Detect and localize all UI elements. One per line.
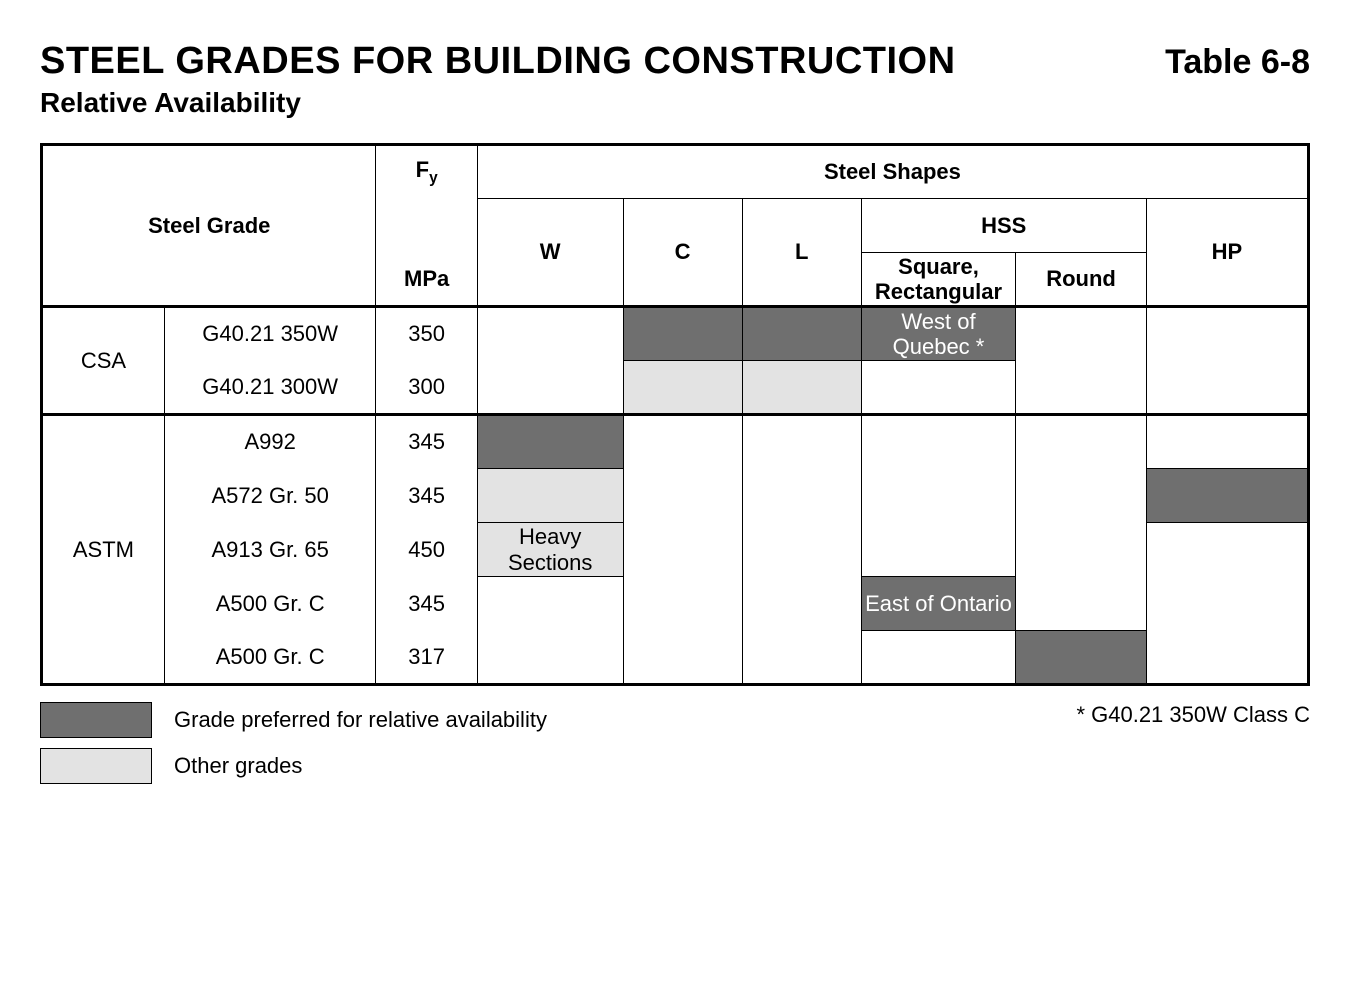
- shape-cell: [477, 415, 623, 469]
- title-bar: STEEL GRADES FOR BUILDING CONSTRUCTION T…: [40, 40, 1310, 83]
- shape-cell: [742, 469, 861, 523]
- grade-cell: A500 Gr. C: [164, 577, 376, 631]
- col-fy-unit: MPa: [376, 253, 477, 307]
- legend-other: Other grades: [40, 748, 547, 784]
- legend-preferred-label: Grade preferred for relative availabilit…: [174, 707, 547, 733]
- shape-cell: Heavy Sections: [477, 523, 623, 577]
- shape-cell: [1146, 523, 1308, 577]
- shape-cell: [1016, 415, 1147, 469]
- legend-preferred: Grade preferred for relative availabilit…: [40, 702, 547, 738]
- grade-cell: A992: [164, 415, 376, 469]
- shape-cell: [623, 523, 742, 577]
- grade-cell: A572 Gr. 50: [164, 469, 376, 523]
- table-row: ASTMA992345: [42, 415, 1309, 469]
- shape-cell: [742, 307, 861, 361]
- shape-cell: [623, 361, 742, 415]
- shape-cell: [1016, 307, 1147, 361]
- shape-cell: [477, 361, 623, 415]
- fy-cell: 300: [376, 361, 477, 415]
- shape-cell: [477, 577, 623, 631]
- table-row: A500 Gr. C345 East of Ontario: [42, 577, 1309, 631]
- footnote: * G40.21 350W Class C: [1076, 702, 1310, 784]
- shape-cell: [623, 415, 742, 469]
- shape-cell: [1146, 631, 1308, 685]
- shape-cell: [477, 631, 623, 685]
- shape-cell: [742, 577, 861, 631]
- shape-cell: [1146, 361, 1308, 415]
- fy-cell: 450: [376, 523, 477, 577]
- shape-cell: [1016, 631, 1147, 685]
- fy-cell: 317: [376, 631, 477, 685]
- shape-cell: [861, 631, 1016, 685]
- grade-cell: G40.21 350W: [164, 307, 376, 361]
- shape-cell: [742, 361, 861, 415]
- shape-cell: [1146, 469, 1308, 523]
- table-row: G40.21 300W300: [42, 361, 1309, 415]
- shape-cell: [861, 469, 1016, 523]
- table-row: A572 Gr. 50345: [42, 469, 1309, 523]
- shape-cell: [1146, 307, 1308, 361]
- shape-cell: East of Ontario: [861, 577, 1016, 631]
- shape-cell: [742, 631, 861, 685]
- col-steel-shapes: Steel Shapes: [477, 145, 1308, 199]
- table-row: CSAG40.21 350W350West of Quebec *: [42, 307, 1309, 361]
- col-fy-spacer: [376, 199, 477, 253]
- table-row: A500 Gr. C317: [42, 631, 1309, 685]
- fy-cell: 345: [376, 469, 477, 523]
- shape-cell: [623, 577, 742, 631]
- table-row: A913 Gr. 65450Heavy Sections: [42, 523, 1309, 577]
- shape-cell: [477, 469, 623, 523]
- org-cell: CSA: [42, 307, 165, 415]
- col-c: C: [623, 199, 742, 307]
- header-row-1: Steel Grade Fy Steel Shapes: [42, 145, 1309, 199]
- shape-cell: [477, 307, 623, 361]
- shape-cell: [1016, 469, 1147, 523]
- shape-cell: [1016, 361, 1147, 415]
- shape-cell: [861, 361, 1016, 415]
- org-cell: ASTM: [42, 415, 165, 685]
- table-reference: Table 6-8: [1165, 43, 1310, 82]
- shape-cell: [742, 523, 861, 577]
- fy-cell: 350: [376, 307, 477, 361]
- col-hss-sq: Square, Rectangular: [861, 253, 1016, 307]
- fy-cell: 345: [376, 577, 477, 631]
- grade-cell: A913 Gr. 65: [164, 523, 376, 577]
- fy-cell: 345: [376, 415, 477, 469]
- col-hss-rd: Round: [1016, 253, 1147, 307]
- shape-cell: [1146, 577, 1308, 631]
- shape-cell: West of Quebec *: [861, 307, 1016, 361]
- grade-cell: A500 Gr. C: [164, 631, 376, 685]
- page-subtitle: Relative Availability: [40, 87, 1310, 119]
- shape-cell: [1146, 415, 1308, 469]
- swatch-other-icon: [40, 748, 152, 784]
- availability-table: Steel Grade Fy Steel Shapes W C L HSS HP…: [40, 143, 1310, 686]
- swatch-preferred-icon: [40, 702, 152, 738]
- shape-cell: [1016, 577, 1147, 631]
- grade-cell: G40.21 300W: [164, 361, 376, 415]
- shape-cell: [1016, 523, 1147, 577]
- shape-cell: [742, 415, 861, 469]
- shape-cell: [861, 523, 1016, 577]
- legend-other-label: Other grades: [174, 753, 302, 779]
- col-steel-grade: Steel Grade: [42, 145, 376, 307]
- col-w: W: [477, 199, 623, 307]
- col-l: L: [742, 199, 861, 307]
- page-title: STEEL GRADES FOR BUILDING CONSTRUCTION: [40, 40, 956, 83]
- shape-cell: [623, 469, 742, 523]
- legend: Grade preferred for relative availabilit…: [40, 702, 1310, 784]
- col-hss: HSS: [861, 199, 1146, 253]
- shape-cell: [623, 307, 742, 361]
- col-hp: HP: [1146, 199, 1308, 307]
- shape-cell: [623, 631, 742, 685]
- shape-cell: [861, 415, 1016, 469]
- col-fy: Fy: [376, 145, 477, 199]
